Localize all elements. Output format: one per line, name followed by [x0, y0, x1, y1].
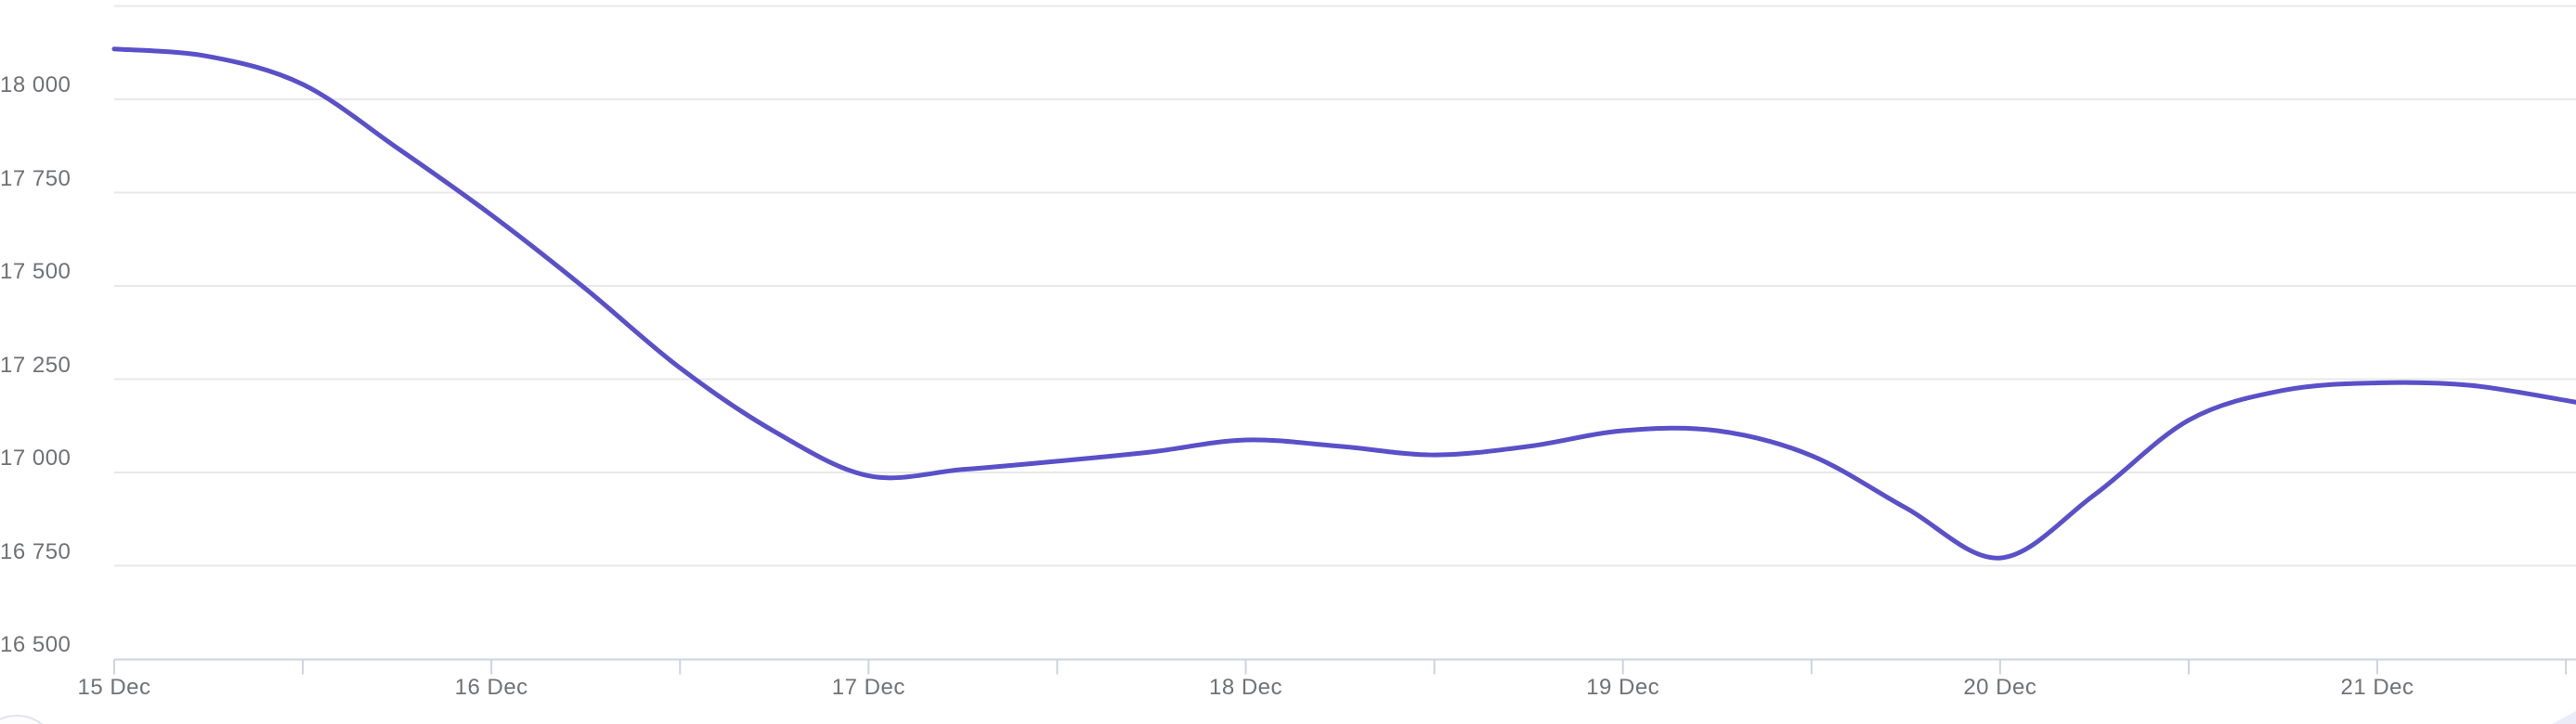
y-axis-label: 18 000: [0, 72, 72, 97]
x-axis-label: 21 Dec: [2340, 674, 2414, 700]
y-axis-label: 17 500: [0, 259, 72, 284]
x-axis-label: 19 Dec: [1586, 674, 1660, 700]
y-axis-label: 16 750: [0, 538, 72, 564]
y-axis-label: 17 000: [0, 446, 72, 471]
x-axis-label: 18 Dec: [1208, 674, 1283, 700]
y-axis-label: 17 750: [0, 165, 72, 191]
x-axis-label: 16 Dec: [454, 674, 528, 700]
y-axis-label: 16 500: [0, 632, 72, 657]
x-axis-label: 15 Dec: [77, 674, 151, 700]
x-axis-label: 20 Dec: [1963, 674, 2037, 700]
x-axis-label: 17 Dec: [831, 674, 905, 700]
y-axis-label: 17 250: [0, 352, 72, 378]
series-line: [111, 46, 2576, 561]
